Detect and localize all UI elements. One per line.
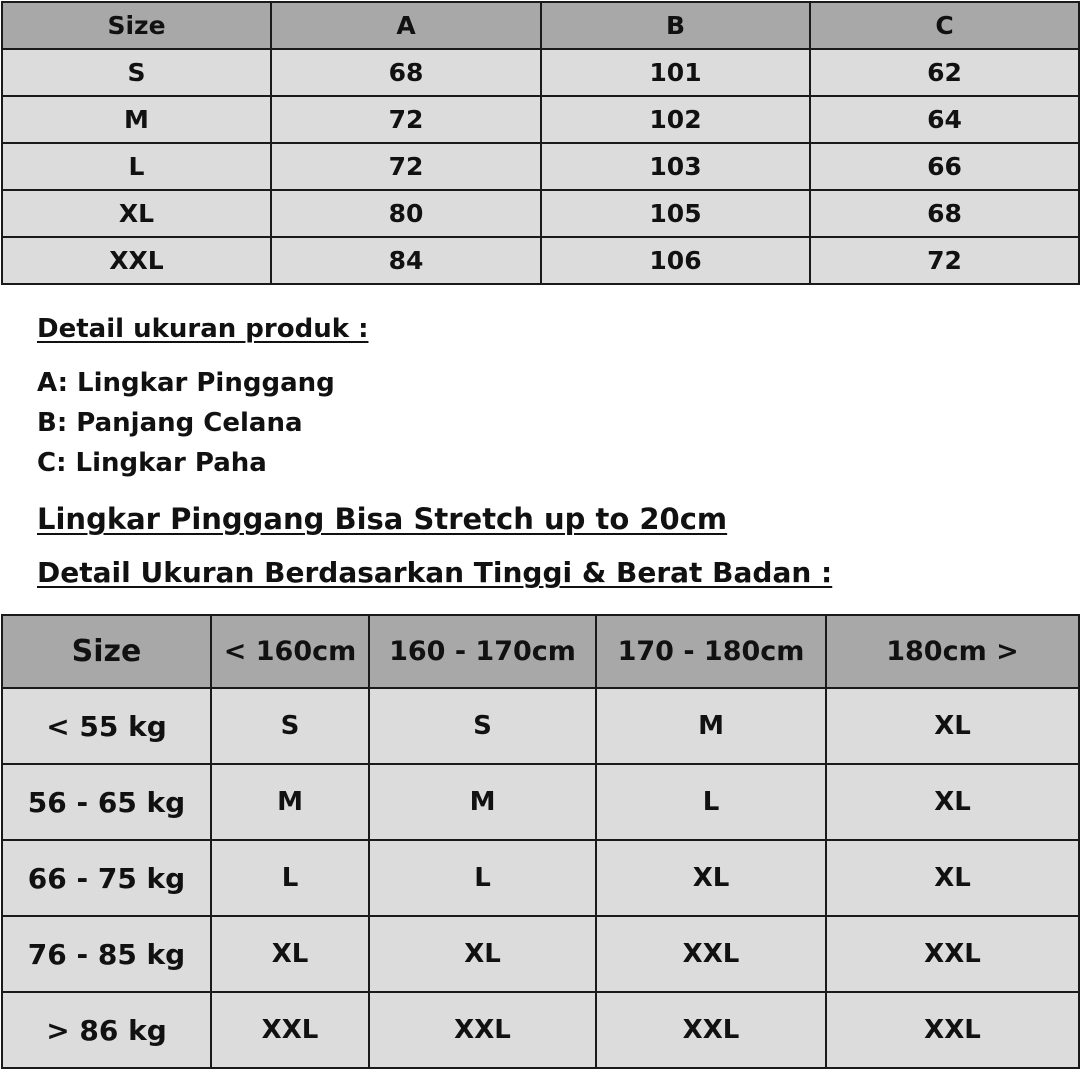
table-cell: M — [368, 763, 597, 841]
detail-item-c: C: Lingkar Paha — [37, 448, 267, 478]
table-row: XXL 84 106 72 — [1, 236, 1080, 285]
table-cell: XXL — [595, 991, 827, 1069]
recommendation-table: Size < 160cm 160 - 170cm 170 - 180cm 180cm >… — [1, 614, 1080, 1069]
table-cell: 64 — [809, 95, 1080, 144]
table-cell: XL — [825, 687, 1080, 765]
column-header: 160 - 170cm — [368, 614, 597, 689]
row-label: L — [1, 142, 272, 191]
table-cell: 62 — [809, 48, 1080, 97]
table-cell: 72 — [270, 95, 542, 144]
row-label: XL — [1, 189, 272, 238]
table-cell: XXL — [825, 991, 1080, 1069]
table-cell: XL — [595, 839, 827, 917]
row-label: > 86 kg — [1, 991, 212, 1069]
table-row: S 68 101 62 — [1, 48, 1080, 97]
table-row: > 86 kg XXL XXL XXL XXL — [1, 991, 1080, 1069]
measurement-table: Size A B C S 68 101 62 M 72 102 64 L 72 103 66 XL 80 105 6… — [1, 1, 1080, 285]
column-header: C — [809, 1, 1080, 50]
table-cell: 68 — [809, 189, 1080, 238]
table-cell: 102 — [540, 95, 811, 144]
table-cell: 72 — [270, 142, 542, 191]
table-cell: XXL — [210, 991, 370, 1069]
table-cell: S — [210, 687, 370, 765]
table-cell: XL — [825, 839, 1080, 917]
table-row: < 55 kg S S M XL — [1, 687, 1080, 765]
row-label: M — [1, 95, 272, 144]
table-row: L 72 103 66 — [1, 142, 1080, 191]
column-header: 180cm > — [825, 614, 1080, 689]
table-row: 66 - 75 kg L L XL XL — [1, 839, 1080, 917]
table-cell: M — [210, 763, 370, 841]
row-label: 76 - 85 kg — [1, 915, 212, 993]
column-header: < 160cm — [210, 614, 370, 689]
stretch-note: Lingkar Pinggang Bisa Stretch up to 20cm — [37, 502, 728, 536]
table-cell: 66 — [809, 142, 1080, 191]
table-cell: 103 — [540, 142, 811, 191]
measurement-header-row: Size A B C — [1, 1, 1080, 50]
recommendation-title: Detail Ukuran Berdasarkan Tinggi & Berat… — [37, 556, 833, 589]
row-label: 66 - 75 kg — [1, 839, 212, 917]
table-cell: XXL — [368, 991, 597, 1069]
table-row: 56 - 65 kg M M L XL — [1, 763, 1080, 841]
table-cell: 105 — [540, 189, 811, 238]
column-header: Size — [1, 1, 272, 50]
table-cell: XL — [368, 915, 597, 993]
table-row: 76 - 85 kg XL XL XXL XXL — [1, 915, 1080, 993]
row-label: < 55 kg — [1, 687, 212, 765]
table-cell: L — [368, 839, 597, 917]
detail-title: Detail ukuran produk : — [37, 314, 369, 344]
table-row: XL 80 105 68 — [1, 189, 1080, 238]
table-cell: 84 — [270, 236, 542, 285]
row-label: 56 - 65 kg — [1, 763, 212, 841]
table-cell: 80 — [270, 189, 542, 238]
column-header: B — [540, 1, 811, 50]
row-label: S — [1, 48, 272, 97]
table-cell: M — [595, 687, 827, 765]
table-cell: 106 — [540, 236, 811, 285]
table-cell: 68 — [270, 48, 542, 97]
detail-item-a: A: Lingkar Pinggang — [37, 368, 335, 398]
table-row: M 72 102 64 — [1, 95, 1080, 144]
table-cell: XL — [210, 915, 370, 993]
column-header: A — [270, 1, 542, 50]
detail-item-b: B: Panjang Celana — [37, 408, 303, 438]
table-cell: L — [210, 839, 370, 917]
table-cell: XXL — [595, 915, 827, 993]
table-cell: L — [595, 763, 827, 841]
recommendation-header-row: Size < 160cm 160 - 170cm 170 - 180cm 180cm > — [1, 614, 1080, 689]
table-cell: 101 — [540, 48, 811, 97]
row-label: XXL — [1, 236, 272, 285]
table-cell: 72 — [809, 236, 1080, 285]
table-cell: S — [368, 687, 597, 765]
column-header: 170 - 180cm — [595, 614, 827, 689]
table-cell: XL — [825, 763, 1080, 841]
table-cell: XXL — [825, 915, 1080, 993]
column-header: Size — [1, 614, 212, 689]
